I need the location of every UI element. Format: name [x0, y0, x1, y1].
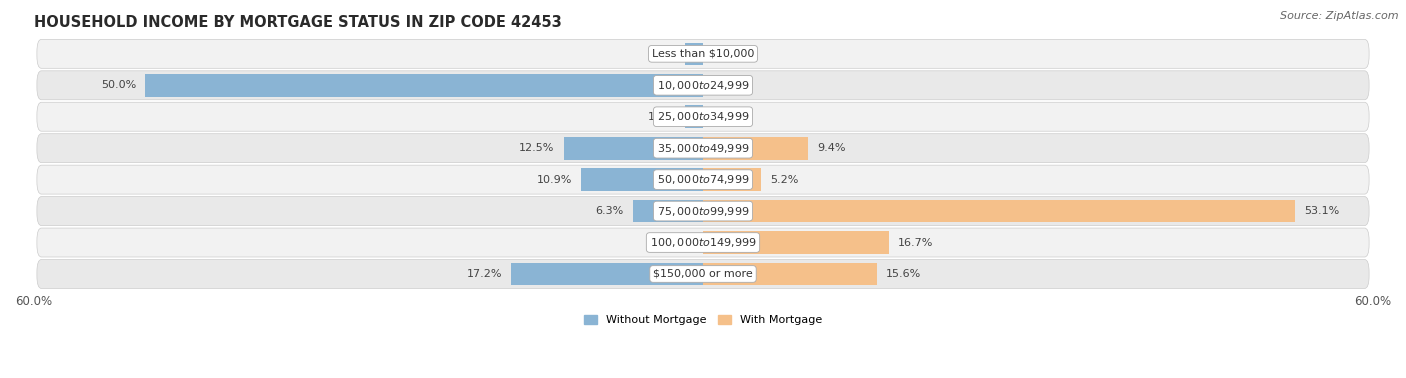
- Legend: Without Mortgage, With Mortgage: Without Mortgage, With Mortgage: [579, 310, 827, 330]
- Text: HOUSEHOLD INCOME BY MORTGAGE STATUS IN ZIP CODE 42453: HOUSEHOLD INCOME BY MORTGAGE STATUS IN Z…: [34, 15, 561, 30]
- Text: Source: ZipAtlas.com: Source: ZipAtlas.com: [1281, 11, 1399, 21]
- FancyBboxPatch shape: [37, 165, 1369, 194]
- Text: 0.0%: 0.0%: [711, 112, 740, 122]
- Bar: [633, 200, 703, 222]
- Bar: [703, 137, 808, 160]
- FancyBboxPatch shape: [37, 71, 1369, 100]
- FancyBboxPatch shape: [37, 134, 1369, 163]
- Bar: [145, 74, 703, 97]
- Bar: [703, 263, 877, 285]
- Bar: [582, 168, 703, 191]
- Bar: [685, 105, 703, 128]
- Text: 16.7%: 16.7%: [898, 237, 934, 248]
- FancyBboxPatch shape: [37, 102, 1369, 131]
- Bar: [685, 42, 703, 65]
- Text: $35,000 to $49,999: $35,000 to $49,999: [657, 142, 749, 155]
- Bar: [703, 168, 761, 191]
- Text: $50,000 to $74,999: $50,000 to $74,999: [657, 173, 749, 186]
- Text: 15.6%: 15.6%: [886, 269, 921, 279]
- FancyBboxPatch shape: [37, 39, 1369, 68]
- Bar: [703, 231, 890, 254]
- Text: 0.0%: 0.0%: [711, 80, 740, 90]
- Text: 6.3%: 6.3%: [596, 206, 624, 216]
- Text: $150,000 or more: $150,000 or more: [654, 269, 752, 279]
- Bar: [512, 263, 703, 285]
- Text: 50.0%: 50.0%: [101, 80, 136, 90]
- Text: 0.0%: 0.0%: [711, 49, 740, 59]
- FancyBboxPatch shape: [37, 197, 1369, 226]
- Text: $25,000 to $34,999: $25,000 to $34,999: [657, 110, 749, 123]
- FancyBboxPatch shape: [37, 260, 1369, 288]
- FancyBboxPatch shape: [37, 228, 1369, 257]
- Text: $75,000 to $99,999: $75,000 to $99,999: [657, 204, 749, 218]
- Text: 10.9%: 10.9%: [537, 175, 572, 184]
- Text: 53.1%: 53.1%: [1305, 206, 1340, 216]
- Text: $100,000 to $149,999: $100,000 to $149,999: [650, 236, 756, 249]
- Text: 12.5%: 12.5%: [519, 143, 554, 153]
- Bar: [564, 137, 703, 160]
- Text: 17.2%: 17.2%: [467, 269, 502, 279]
- Bar: [703, 200, 1295, 222]
- Text: $10,000 to $24,999: $10,000 to $24,999: [657, 79, 749, 92]
- Text: 5.2%: 5.2%: [770, 175, 799, 184]
- Text: 1.6%: 1.6%: [648, 112, 676, 122]
- Text: 9.4%: 9.4%: [817, 143, 845, 153]
- Text: 0.0%: 0.0%: [666, 237, 695, 248]
- Text: 1.6%: 1.6%: [648, 49, 676, 59]
- Text: Less than $10,000: Less than $10,000: [652, 49, 754, 59]
